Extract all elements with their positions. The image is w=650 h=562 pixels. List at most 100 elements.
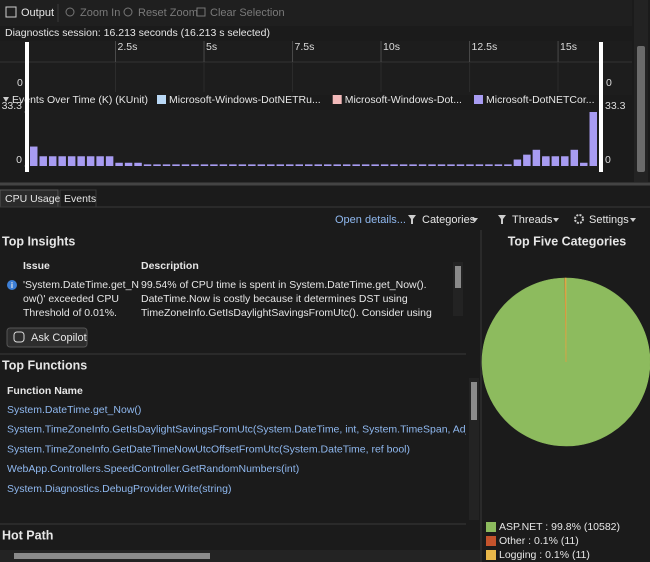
insights-title: Top Insights xyxy=(2,234,75,248)
function-row[interactable]: System.DateTime.get_Now() xyxy=(7,404,141,416)
functions-title: Top Functions xyxy=(2,358,87,372)
tab-cpu-label[interactable]: CPU Usage xyxy=(5,193,61,205)
h-scroll-thumb[interactable] xyxy=(14,553,210,559)
legend-swatch xyxy=(486,536,496,546)
event-bar xyxy=(409,164,417,166)
function-list: System.DateTime.get_Now() System.TimeZone… xyxy=(7,404,530,495)
event-bar xyxy=(532,149,541,166)
event-bar xyxy=(380,164,389,166)
legend-swatch xyxy=(486,522,496,532)
filter-icon xyxy=(408,215,416,224)
session-info: Diagnostics session: 16.213 seconds (16.… xyxy=(5,27,270,39)
functions-scroll-thumb[interactable] xyxy=(471,382,477,420)
ask-copilot-label[interactable]: Ask Copilot xyxy=(31,332,87,344)
event-bar xyxy=(238,164,247,166)
event-bar xyxy=(485,164,493,166)
event-bar xyxy=(267,164,275,166)
event-bar xyxy=(219,164,228,166)
function-row[interactable]: System.TimeZoneInfo.GetIsDaylightSavings… xyxy=(7,424,530,436)
event-bar xyxy=(342,164,351,166)
zoom-in-button[interactable]: Zoom In xyxy=(80,7,120,19)
legend-swatch xyxy=(332,95,342,104)
event-bar xyxy=(143,164,152,166)
ruler-label: 2.5s xyxy=(118,41,138,53)
event-bar xyxy=(172,164,180,166)
issue-text: 'System.DateTime.get_N ow()' exceeded CPU… xyxy=(23,279,139,319)
toolbar xyxy=(0,0,632,26)
event-bar xyxy=(248,164,256,166)
info-glyph: i xyxy=(11,281,13,290)
ruler-label: 12.5s xyxy=(472,41,498,53)
pie-chart: ASP.NET : 99.8% (10582) Other : 0.1% (11)… xyxy=(481,277,650,561)
event-bar xyxy=(523,154,531,166)
left-panel: Top Insights Issue Description i 'System… xyxy=(0,234,530,542)
collapse-arrow[interactable] xyxy=(3,97,9,102)
event-bar xyxy=(124,162,133,166)
events-title: Events Over Time (K) (KUnit) xyxy=(12,94,148,106)
event-bar xyxy=(305,164,313,166)
event-bar xyxy=(352,164,360,166)
categories-dropdown[interactable]: Categories xyxy=(422,214,476,226)
tab-events-label[interactable]: Events xyxy=(64,193,96,205)
legend-swatch xyxy=(157,95,166,104)
legend-label: Microsoft-DotNETCor... xyxy=(486,94,595,106)
event-bar xyxy=(153,164,161,166)
y-tick-label: 0 xyxy=(605,154,611,166)
reset-zoom-button[interactable]: Reset Zoom xyxy=(138,7,198,19)
ruler-label: 7.5s xyxy=(295,41,315,53)
event-bar xyxy=(371,164,379,166)
selection-handle-left[interactable] xyxy=(25,42,29,172)
selection-handle-right[interactable] xyxy=(599,42,603,172)
zoom-in-icon xyxy=(65,7,75,17)
dropdown-arrow xyxy=(553,218,559,222)
dropdown-arrow xyxy=(630,218,636,222)
event-bar xyxy=(162,164,171,166)
functions-scrollbar xyxy=(469,378,479,520)
dropdown-arrow xyxy=(472,218,478,222)
event-bar xyxy=(96,156,104,166)
copilot-icon xyxy=(13,331,25,343)
legend-swatch xyxy=(486,550,496,560)
event-bar xyxy=(257,164,266,166)
event-bar xyxy=(580,162,588,166)
event-bar xyxy=(115,162,123,166)
event-bar xyxy=(561,156,569,166)
y-tick-label: 33.3 xyxy=(2,100,23,112)
reset-zoom-icon xyxy=(123,7,133,17)
event-bar xyxy=(48,156,57,166)
event-bar xyxy=(39,156,47,166)
scrollbar-thumb[interactable] xyxy=(637,46,645,172)
issue-line: ow()' exceeded CPU xyxy=(23,293,119,305)
cpu-graph xyxy=(0,41,632,95)
clear-selection-button[interactable]: Clear Selection xyxy=(210,7,285,19)
event-bar xyxy=(513,159,522,166)
legend-label: Other : 0.1% (11) xyxy=(499,535,579,547)
ask-copilot-button[interactable] xyxy=(6,327,88,348)
event-bar xyxy=(105,156,114,166)
event-bar xyxy=(30,146,38,166)
description-line: TimeZoneInfo.GetIsDaylightSavingsFromUtc… xyxy=(141,307,432,319)
events-plot xyxy=(28,110,600,168)
output-icon xyxy=(5,6,17,18)
threads-dropdown[interactable]: Threads xyxy=(512,214,553,226)
ruler-label: 5s xyxy=(206,41,217,53)
issue-header: Issue xyxy=(23,260,50,272)
function-row[interactable]: WebApp.Controllers.SpeedController.GetRa… xyxy=(7,463,299,475)
events-chart: 0 0 33.3 33.3 xyxy=(2,100,626,167)
output-button[interactable]: Output xyxy=(21,7,54,19)
insights-scroll-thumb[interactable] xyxy=(455,266,461,288)
cpu-axis-right: 0 xyxy=(606,77,612,89)
function-row[interactable]: System.TimeZoneInfo.GetDateTimeNowUtcOff… xyxy=(7,443,410,455)
function-row[interactable]: System.Diagnostics.DebugProvider.Write(s… xyxy=(7,483,231,495)
event-bar xyxy=(399,164,408,166)
open-details-link[interactable]: Open details... xyxy=(335,214,406,226)
event-bar xyxy=(390,164,398,166)
event-bar xyxy=(229,164,237,166)
legend-swatch xyxy=(473,95,483,104)
event-bar xyxy=(466,164,474,166)
legend-label: Microsoft-Windows-DotNETRu... xyxy=(169,94,321,106)
event-bar xyxy=(589,112,597,166)
cpu-axis-left: 0 xyxy=(17,77,23,89)
settings-dropdown[interactable]: Settings xyxy=(589,214,629,226)
issue-line: Threshold of 0.01%. xyxy=(23,307,117,319)
